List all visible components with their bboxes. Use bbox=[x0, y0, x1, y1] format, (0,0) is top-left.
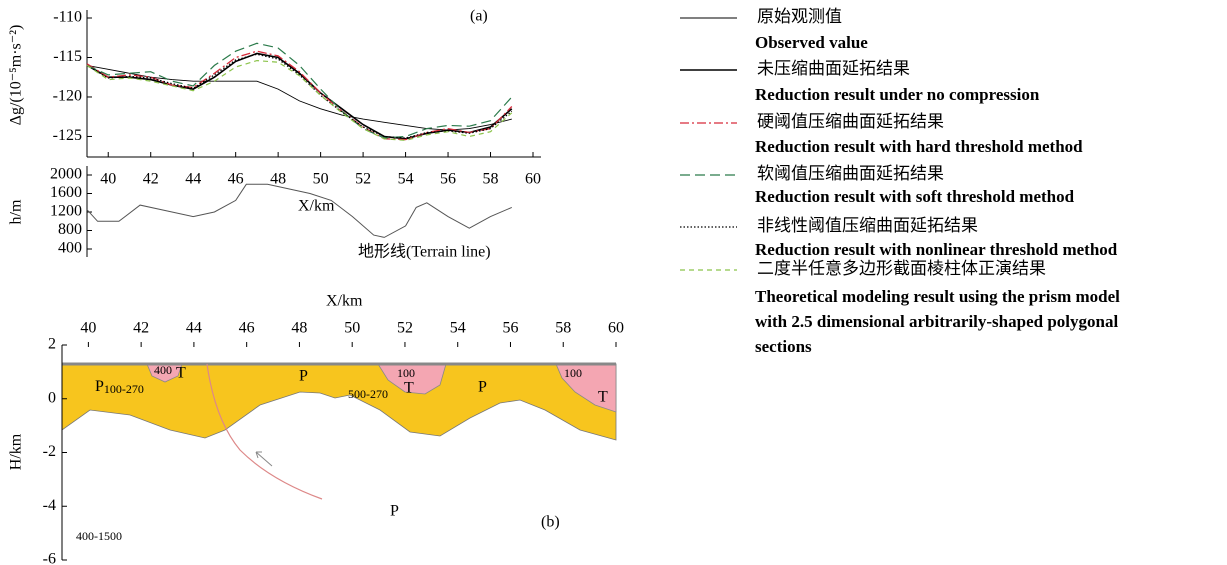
figure: P100-270 400 T P 500-270 100 T P 100 T P… bbox=[0, 0, 1227, 565]
section-label: 100 bbox=[397, 366, 415, 380]
fault-arrow bbox=[256, 452, 272, 466]
legend-label: 非线性阈值压缩曲面延拓结果 bbox=[757, 216, 978, 235]
section-label: P bbox=[299, 368, 308, 385]
x-tick-label: 52 bbox=[355, 171, 371, 188]
panel-label: (b) bbox=[541, 514, 560, 531]
legend-label: 硬阈值压缩曲面延拓结果 bbox=[757, 112, 944, 131]
y-tick-label: 0 bbox=[48, 389, 56, 406]
y-tick-label: -120 bbox=[53, 88, 82, 105]
legend-label: Reduction result with soft threshold met… bbox=[755, 187, 1075, 206]
section-label: 500-270 bbox=[348, 387, 388, 401]
legend-label: Reduction result with nonlinear threshol… bbox=[755, 240, 1118, 259]
legend-label: Observed value bbox=[755, 33, 868, 52]
x-tick-label: 50 bbox=[344, 320, 360, 337]
legend-label: Theoretical modeling result using the pr… bbox=[755, 287, 1120, 306]
x-tick-label: 40 bbox=[80, 320, 96, 337]
y-axis-label: H/km bbox=[8, 433, 25, 470]
y-tick-label: -2 bbox=[43, 443, 56, 460]
legend-label: Reduction result under no compression bbox=[755, 85, 1040, 104]
y-tick-label: 1600 bbox=[50, 184, 82, 201]
section-label: P bbox=[390, 503, 399, 520]
x-tick-label: 44 bbox=[185, 171, 201, 188]
y-tick-label: -4 bbox=[43, 497, 56, 514]
section-label: T bbox=[176, 365, 186, 382]
y-tick-label: -115 bbox=[53, 48, 82, 65]
section-label: 400-1500 bbox=[76, 529, 122, 543]
data-line bbox=[87, 51, 512, 139]
y-tick-label: 400 bbox=[58, 240, 82, 257]
x-tick-label: 58 bbox=[483, 171, 499, 188]
page: {"chart_data": [ {"type": "line", "label… bbox=[0, 0, 1227, 565]
x-tick-label: 60 bbox=[525, 171, 541, 188]
x-tick-label: 44 bbox=[186, 320, 202, 337]
x-tick-label: 40 bbox=[100, 171, 116, 188]
x-tick-label: 46 bbox=[239, 320, 255, 337]
panel-label: (a) bbox=[470, 8, 488, 25]
data-line bbox=[87, 43, 512, 138]
x-tick-label: 54 bbox=[398, 171, 414, 188]
x-tick-label: 56 bbox=[502, 320, 518, 337]
label-part: 100-270 bbox=[104, 382, 144, 396]
x-tick-label: 48 bbox=[291, 320, 307, 337]
x-tick-label: 46 bbox=[228, 171, 244, 188]
y-tick-label: 2000 bbox=[50, 166, 82, 183]
legend-label: 原始观测值 bbox=[757, 7, 842, 26]
legend-label: 软阈值压缩曲面延拓结果 bbox=[757, 164, 944, 183]
x-tick-label: 42 bbox=[143, 171, 159, 188]
legend-label: with 2.5 dimensional arbitrarily-shaped … bbox=[755, 312, 1118, 331]
section-label: 400 bbox=[154, 363, 172, 377]
y-tick-label: -110 bbox=[53, 9, 82, 26]
legend-label: Reduction result with hard threshold met… bbox=[755, 137, 1083, 156]
x-tick-label: 60 bbox=[608, 320, 624, 337]
y-tick-label: -125 bbox=[53, 127, 82, 144]
y-tick-label: -6 bbox=[43, 551, 56, 565]
x-tick-label: 54 bbox=[450, 320, 466, 337]
section-label: T bbox=[598, 389, 608, 406]
section-label: 100 bbox=[564, 366, 582, 380]
sediment-layer bbox=[62, 364, 616, 440]
section-label: P bbox=[478, 379, 487, 396]
y-tick-label: 2 bbox=[48, 336, 56, 353]
data-line bbox=[87, 54, 512, 138]
x-tick-label: 56 bbox=[440, 171, 456, 188]
annotation: 地形线(Terrain line) bbox=[358, 243, 491, 261]
label-part: P bbox=[95, 378, 104, 395]
y-tick-label: 1200 bbox=[50, 203, 82, 220]
data-line bbox=[87, 54, 512, 139]
y-tick-label: 800 bbox=[58, 221, 82, 238]
x-axis-label: X/km bbox=[326, 293, 363, 310]
x-tick-label: 50 bbox=[313, 171, 329, 188]
y-axis-label: h/m bbox=[8, 199, 25, 224]
x-tick-label: 42 bbox=[133, 320, 149, 337]
section-label: T bbox=[404, 380, 414, 397]
y-axis-label: Δg/(10⁻⁵m·s⁻²) bbox=[8, 25, 25, 126]
x-tick-label: 52 bbox=[397, 320, 413, 337]
legend-label: 未压缩曲面延拓结果 bbox=[757, 59, 910, 78]
legend-label: 二度半任意多边形截面棱柱体正演结果 bbox=[757, 259, 1046, 278]
x-tick-label: 58 bbox=[555, 320, 571, 337]
legend-label: sections bbox=[755, 337, 812, 356]
